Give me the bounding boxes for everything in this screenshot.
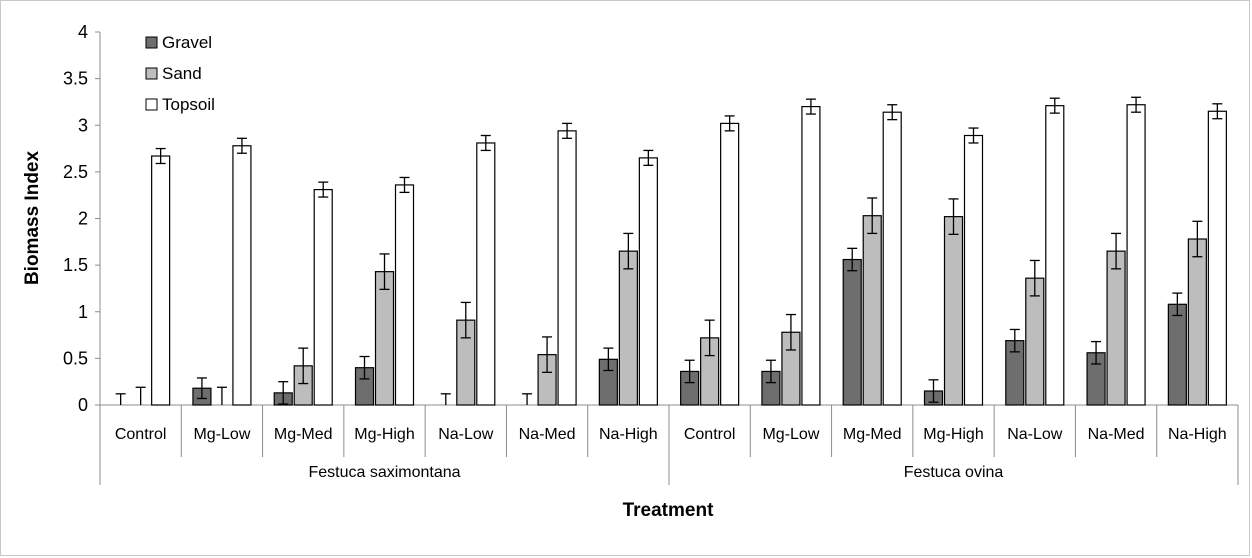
- bar-gravel: [1167, 303, 1187, 406]
- bar-topsoil: [557, 130, 577, 406]
- bar-topsoil: [1126, 104, 1146, 406]
- x-category-label: Mg-High: [354, 426, 414, 443]
- x-category-label: Na-Med: [519, 426, 576, 443]
- bar-topsoil: [313, 188, 333, 406]
- bar-topsoil: [476, 142, 496, 406]
- x-category-label: Mg-Low: [762, 426, 819, 443]
- legend-swatch-gravel: [145, 36, 158, 49]
- bar-sand: [943, 216, 964, 406]
- legend-swatch-sand: [145, 67, 158, 80]
- y-tick-label: 2: [78, 209, 88, 229]
- y-tick-label: 4: [78, 22, 88, 42]
- legend: Gravel Sand Topsoil: [145, 33, 215, 114]
- bar-topsoil: [720, 122, 740, 406]
- y-tick-label: 2.5: [63, 162, 88, 182]
- bar-topsoil: [1207, 110, 1227, 406]
- y-tick-label: 0: [78, 395, 88, 415]
- bar-sand: [862, 215, 882, 406]
- bar-topsoil: [801, 105, 821, 406]
- bar-topsoil: [963, 134, 984, 406]
- y-tick-label: 3: [78, 115, 88, 135]
- bar-sand: [1187, 238, 1207, 406]
- legend-swatch-topsoil: [145, 98, 158, 111]
- y-axis-title: Biomass Index: [22, 151, 43, 286]
- y-tick-label: 1.5: [63, 255, 88, 275]
- x-category-label: Na-High: [1168, 426, 1227, 443]
- bar-topsoil: [638, 157, 658, 406]
- x-axis-title: Treatment: [623, 500, 714, 521]
- y-tick-label: 0.5: [63, 348, 88, 368]
- x-category-label: Control: [684, 426, 736, 443]
- y-tick-label: 3.5: [63, 69, 88, 89]
- x-category-label: Control: [115, 426, 167, 443]
- x-group-label: Festuca ovina: [904, 464, 1004, 481]
- x-category-label: Mg-Med: [843, 426, 902, 443]
- bar-sand: [1106, 250, 1126, 406]
- bar-topsoil: [232, 145, 252, 406]
- bar-topsoil: [394, 184, 415, 406]
- x-category-label: Na-High: [599, 426, 658, 443]
- x-category-label: Na-Low: [1007, 426, 1063, 443]
- x-category-label: Mg-Med: [274, 426, 333, 443]
- bar-topsoil: [1045, 105, 1065, 406]
- bar-sand: [374, 271, 395, 406]
- error-bars-layer: [115, 96, 1223, 405]
- bar-sand: [1025, 277, 1045, 406]
- bar-topsoil: [151, 155, 171, 406]
- bar-topsoil: [882, 111, 902, 406]
- labels-layer: 0 0.5 1 1.5 2 2.5 3 3.5 4 Control Mg-Low Mg-Med Mg-H…: [63, 22, 1227, 481]
- x-group-label: Festuca saximontana: [308, 464, 460, 481]
- x-category-label: Na-Med: [1088, 426, 1145, 443]
- legend-label-sand: Sand: [162, 64, 202, 83]
- x-category-label: Na-Low: [438, 426, 494, 443]
- axes-layer: [95, 31, 1239, 485]
- x-category-label: Mg-High: [923, 426, 983, 443]
- x-category-label: Mg-Low: [193, 426, 250, 443]
- legend-label-topsoil: Topsoil: [162, 95, 215, 114]
- bar-sand: [618, 250, 638, 406]
- bar-gravel: [842, 258, 862, 406]
- y-tick-label: 1: [78, 302, 88, 322]
- legend-label-gravel: Gravel: [162, 33, 212, 52]
